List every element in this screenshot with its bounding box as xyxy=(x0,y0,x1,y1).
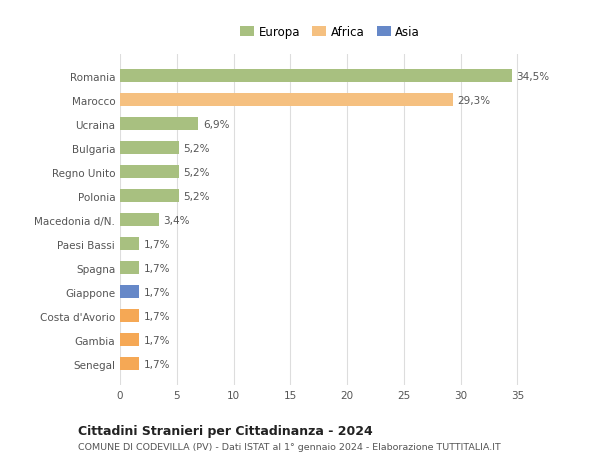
Bar xyxy=(120,166,179,179)
Bar xyxy=(120,262,139,275)
Text: COMUNE DI CODEVILLA (PV) - Dati ISTAT al 1° gennaio 2024 - Elaborazione TUTTITAL: COMUNE DI CODEVILLA (PV) - Dati ISTAT al… xyxy=(78,442,501,451)
Text: 5,2%: 5,2% xyxy=(184,144,210,153)
Text: Cittadini Stranieri per Cittadinanza - 2024: Cittadini Stranieri per Cittadinanza - 2… xyxy=(78,425,373,437)
Text: 1,7%: 1,7% xyxy=(144,263,170,273)
Bar xyxy=(120,238,139,251)
Bar xyxy=(120,333,139,347)
Text: 6,9%: 6,9% xyxy=(203,120,229,129)
Text: 1,7%: 1,7% xyxy=(144,311,170,321)
Text: 3,4%: 3,4% xyxy=(163,215,190,225)
Bar xyxy=(120,358,139,370)
Bar xyxy=(120,70,512,83)
Text: 1,7%: 1,7% xyxy=(144,359,170,369)
Bar xyxy=(120,94,452,107)
Bar xyxy=(120,190,179,203)
Bar xyxy=(120,309,139,323)
Bar xyxy=(120,142,179,155)
Text: 1,7%: 1,7% xyxy=(144,335,170,345)
Legend: Europa, Africa, Asia: Europa, Africa, Asia xyxy=(235,21,425,44)
Bar xyxy=(120,285,139,299)
Bar xyxy=(120,214,158,227)
Bar xyxy=(120,118,199,131)
Text: 29,3%: 29,3% xyxy=(457,95,490,106)
Text: 1,7%: 1,7% xyxy=(144,239,170,249)
Text: 5,2%: 5,2% xyxy=(184,191,210,202)
Text: 34,5%: 34,5% xyxy=(516,72,549,82)
Text: 1,7%: 1,7% xyxy=(144,287,170,297)
Text: 5,2%: 5,2% xyxy=(184,168,210,178)
